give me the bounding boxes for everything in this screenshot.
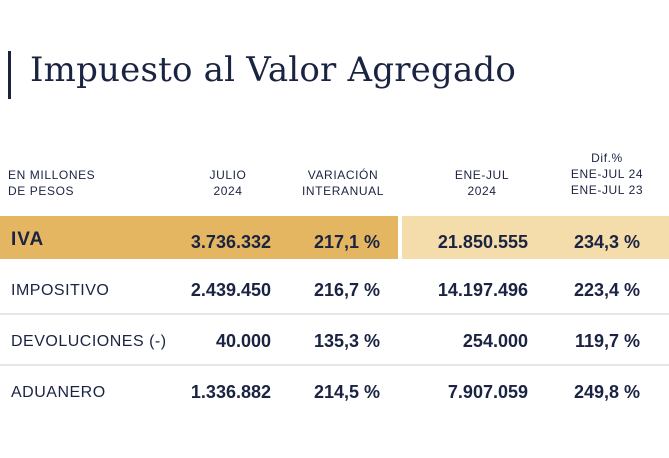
header-units: EN MILLONES DE PESOS — [8, 167, 95, 199]
row-label: IVA — [11, 229, 45, 250]
cell-ene-jul: 14.197.496 — [437, 280, 528, 300]
header-units-line-2: DE PESOS — [8, 184, 75, 198]
row-label: ADUANERO — [11, 384, 106, 401]
title-accent-bar — [8, 51, 11, 99]
cell-variacion: 214,5 % — [313, 382, 380, 402]
header-period: ENE-JUL 2024 — [432, 167, 532, 199]
header-diff-line-3: ENE-JUL 23 — [570, 183, 644, 197]
cell-julio: 3.736.332 — [190, 232, 271, 252]
header-month-line-1: JULIO — [209, 168, 247, 182]
cell-dif: 234,3 % — [573, 232, 640, 252]
cell-dif: 223,4 % — [573, 280, 640, 300]
header-period-line-1: ENE-JUL — [454, 168, 510, 182]
row-label: DEVOLUCIONES (-) — [11, 333, 167, 350]
header-variation: VARIACIÓN INTERANUAL — [288, 167, 398, 199]
header-variation-line-1: VARIACIÓN — [307, 168, 379, 182]
header-diff-line-1: Dif.% — [591, 151, 623, 165]
cell-variacion: 135,3 % — [313, 331, 380, 351]
row-separator — [0, 364, 669, 366]
cell-ene-jul: 7.907.059 — [447, 382, 528, 402]
iva-row-highlight-period — [402, 216, 669, 259]
cell-dif: 249,8 % — [573, 382, 640, 402]
iva-row-highlight-month — [0, 216, 398, 259]
cell-ene-jul: 21.850.555 — [437, 232, 528, 252]
cell-variacion: 217,1 % — [313, 232, 380, 252]
header-variation-line-2: INTERANUAL — [301, 184, 384, 198]
cell-julio: 1.336.882 — [190, 382, 271, 402]
cell-julio: 40.000 — [215, 331, 271, 351]
row-separator — [0, 313, 669, 315]
header-diff-line-2: ENE-JUL 24 — [570, 167, 644, 181]
cell-julio: 2.439.450 — [190, 280, 271, 300]
page-title: Impuesto al Valor Agregado — [30, 50, 517, 90]
row-label: IMPOSITIVO — [11, 282, 110, 299]
header-units-line-1: EN MILLONES — [8, 168, 96, 182]
header-month: JULIO 2024 — [188, 167, 268, 199]
header-month-line-2: 2024 — [213, 184, 243, 198]
cell-ene-jul: 254.000 — [462, 331, 528, 351]
cell-dif: 119,7 % — [574, 331, 640, 351]
cell-variacion: 216,7 % — [313, 280, 380, 300]
header-diff: Dif.% ENE-JUL 24 ENE-JUL 23 — [552, 150, 662, 198]
header-period-line-2: 2024 — [467, 184, 497, 198]
